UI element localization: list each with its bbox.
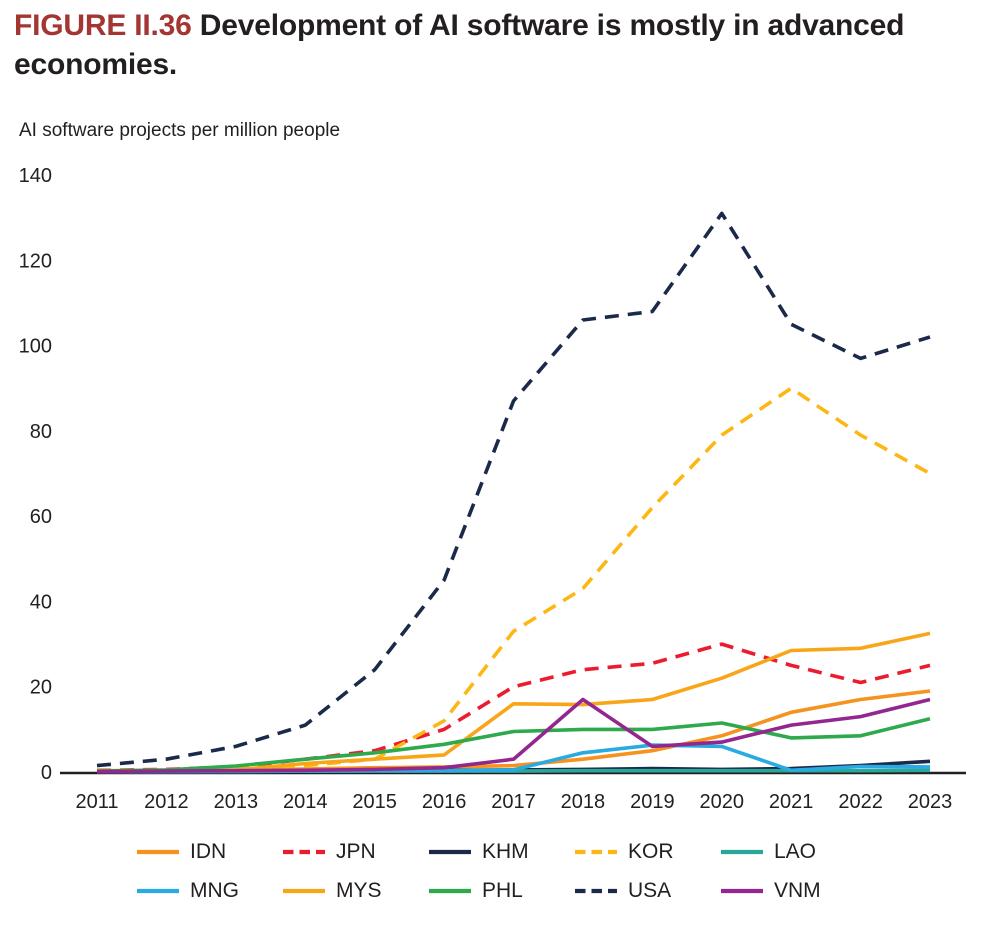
legend-swatch-VNM [721, 888, 763, 894]
legend-item-PHL: PHL [428, 879, 574, 903]
x-tick-label: 2017 [491, 791, 536, 813]
series-line-KOR [96, 386, 931, 773]
series-line-PHL [96, 716, 931, 773]
x-tick-label: 2021 [769, 791, 814, 813]
x-tick-label: 2013 [214, 791, 259, 813]
x-tick-label: 2022 [838, 791, 883, 813]
legend-swatch-LAO [721, 849, 763, 855]
axis-units-label: AI software projects per million people [19, 120, 341, 141]
y-tick-label: 120 [19, 250, 52, 272]
y-tick-label: 40 [30, 591, 52, 613]
legend-item-MNG: MNG [136, 879, 282, 903]
legend-label-MYS: MYS [336, 879, 382, 902]
legend-swatch-KHM [429, 849, 471, 855]
legend-item-JPN: JPN [282, 840, 428, 864]
x-tick-label: 2018 [561, 791, 606, 813]
legend-item-IDN: IDN [136, 840, 282, 864]
legend-item-KOR: KOR [574, 840, 720, 864]
y-tick-label: 20 [30, 677, 52, 699]
y-tick-label: 100 [19, 336, 52, 358]
legend-label-KHM: KHM [482, 840, 529, 863]
legend-label-IDN: IDN [190, 840, 227, 863]
x-tick-label: 2014 [283, 791, 328, 813]
legend-swatch-USA [575, 888, 617, 894]
legend-item-USA: USA [574, 879, 720, 903]
legend-swatch-JPN [283, 849, 325, 855]
figure-title-text: Development of AI software is mostly in … [14, 9, 905, 81]
y-tick-label: 60 [30, 506, 52, 528]
legend-item-VNM: VNM [720, 879, 866, 903]
series-line-VNM [96, 697, 931, 774]
x-tick-label: 2019 [630, 791, 675, 813]
line-chart: 0 20 40 60 80 100 120 140 2011 2012 2013 2014 2015 20… [19, 165, 966, 813]
legend-label-VNM: VNM [774, 879, 821, 902]
x-tick-label: 2012 [144, 791, 189, 813]
series-line-JPN [96, 642, 931, 773]
legend-swatch-MYS [283, 888, 325, 894]
y-tick-label: 80 [30, 421, 52, 443]
legend-item-LAO: LAO [720, 840, 866, 864]
y-tick-label: 0 [41, 762, 52, 784]
legend-label-PHL: PHL [482, 879, 523, 902]
x-tick-label: 2011 [75, 791, 118, 813]
x-tick-label: 2020 [700, 791, 745, 813]
legend-label-KOR: KOR [628, 840, 674, 863]
legend-item-KHM: KHM [428, 840, 574, 864]
legend-swatch-PHL [429, 888, 471, 894]
chart-legend: IDN JPN KHM KOR LAO MNG MYS PHL USA VNM [0, 840, 1002, 903]
figure-title: FIGURE II.36 Development of AI software … [14, 6, 914, 84]
legend-swatch-MNG [137, 888, 179, 894]
y-tick-label: 140 [19, 165, 52, 187]
x-tick-label: 2015 [352, 791, 397, 813]
series-line-USA [96, 211, 931, 768]
x-tick-label: 2016 [422, 791, 467, 813]
legend-swatch-KOR [575, 849, 617, 855]
legend-label-LAO: LAO [774, 840, 817, 863]
legend-label-MNG: MNG [190, 879, 239, 902]
legend-swatch-IDN [137, 849, 179, 855]
legend-item-MYS: MYS [282, 879, 428, 903]
figure-number: FIGURE II.36 [14, 9, 192, 42]
legend-label-USA: USA [628, 879, 672, 902]
x-tick-label: 2023 [908, 791, 953, 813]
legend-label-JPN: JPN [336, 840, 376, 863]
